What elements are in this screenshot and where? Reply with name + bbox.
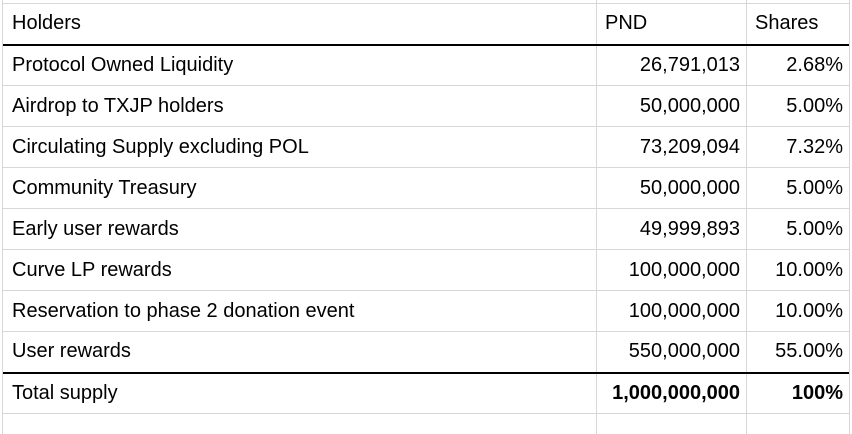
pnd-cell[interactable]: 100,000,000 <box>596 290 746 332</box>
shares-cell[interactable]: 55.00% <box>746 331 849 374</box>
column-header-shares[interactable]: Shares <box>746 3 849 46</box>
table-row: Community Treasury 50,000,000 5.00% <box>3 167 849 209</box>
pnd-cell[interactable]: 100,000,000 <box>596 249 746 291</box>
shares-cell[interactable]: 10.00% <box>746 290 849 332</box>
column-header-holders[interactable]: Holders <box>3 3 596 46</box>
shares-cell[interactable]: 2.68% <box>746 44 849 86</box>
column-gridline-right <box>849 0 850 434</box>
pnd-cell[interactable]: 73,209,094 <box>596 126 746 168</box>
column-header-pnd[interactable]: PND <box>596 3 746 46</box>
table-row: Protocol Owned Liquidity 26,791,013 2.68… <box>3 44 849 86</box>
holder-cell[interactable]: Reservation to phase 2 donation event <box>3 290 596 332</box>
total-shares-cell[interactable]: 100% <box>746 372 849 414</box>
table-row: Airdrop to TXJP holders 50,000,000 5.00% <box>3 85 849 127</box>
shares-cell[interactable]: 7.32% <box>746 126 849 168</box>
holder-cell[interactable]: Curve LP rewards <box>3 249 596 291</box>
pnd-cell[interactable]: 50,000,000 <box>596 167 746 209</box>
shares-cell[interactable]: 5.00% <box>746 85 849 127</box>
holder-cell[interactable]: Community Treasury <box>3 167 596 209</box>
holders-table: Holders PND Shares Protocol Owned Liquid… <box>3 3 849 414</box>
holder-cell[interactable]: User rewards <box>3 331 596 374</box>
table-row: Early user rewards 49,999,893 5.00% <box>3 208 849 250</box>
total-label-cell[interactable]: Total supply <box>3 372 596 414</box>
shares-cell[interactable]: 5.00% <box>746 208 849 250</box>
table-row: Circulating Supply excluding POL 73,209,… <box>3 126 849 168</box>
holder-cell[interactable]: Airdrop to TXJP holders <box>3 85 596 127</box>
total-row: Total supply 1,000,000,000 100% <box>3 372 849 414</box>
pnd-cell[interactable]: 49,999,893 <box>596 208 746 250</box>
column-gridline-left <box>2 0 3 434</box>
table-row: User rewards 550,000,000 55.00% <box>3 331 849 374</box>
holder-cell[interactable]: Early user rewards <box>3 208 596 250</box>
header-row: Holders PND Shares <box>3 3 849 46</box>
pnd-cell[interactable]: 50,000,000 <box>596 85 746 127</box>
table-row: Curve LP rewards 100,000,000 10.00% <box>3 249 849 291</box>
holder-cell[interactable]: Circulating Supply excluding POL <box>3 126 596 168</box>
shares-cell[interactable]: 10.00% <box>746 249 849 291</box>
holder-cell[interactable]: Protocol Owned Liquidity <box>3 44 596 86</box>
pnd-cell[interactable]: 550,000,000 <box>596 331 746 374</box>
pnd-cell[interactable]: 26,791,013 <box>596 44 746 86</box>
total-pnd-cell[interactable]: 1,000,000,000 <box>596 372 746 414</box>
shares-cell[interactable]: 5.00% <box>746 167 849 209</box>
table-row: Reservation to phase 2 donation event 10… <box>3 290 849 332</box>
